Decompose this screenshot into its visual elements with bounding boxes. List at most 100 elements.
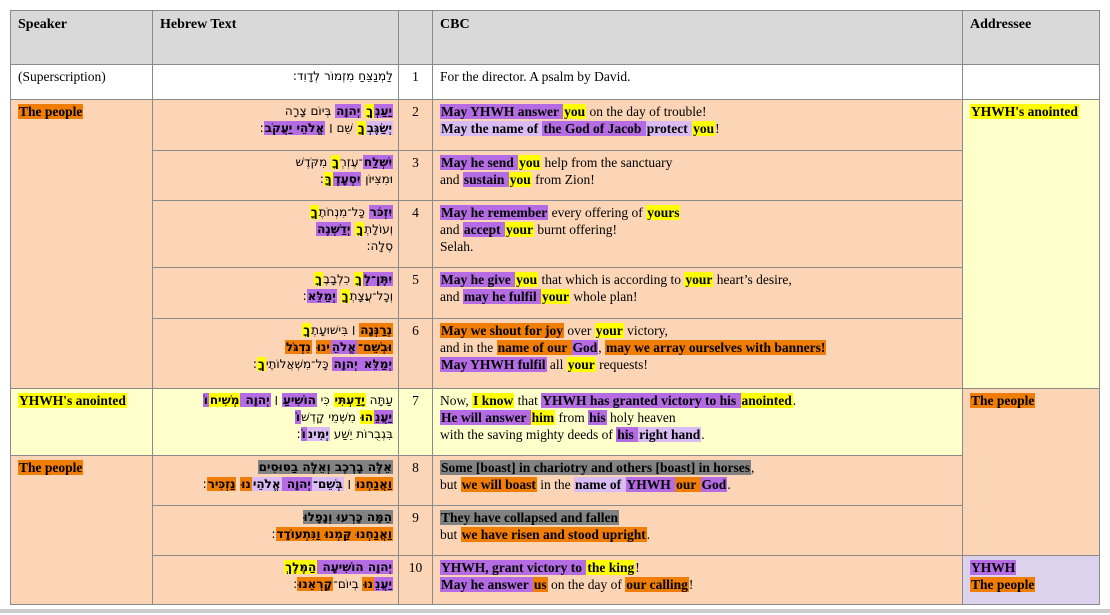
highlight-yellow-segment: you [518,155,542,170]
highlight-purple-segment: יְהוָה [335,104,362,118]
text-segment: over [564,323,595,338]
text-segment: עַתָּה [365,393,393,407]
text-line: 3 [401,154,430,171]
text-line: 7 [401,392,430,409]
text-line: יַעֲנֵהוּ מִשְּׁמֵי קָדְשׁוֹ [157,409,393,426]
highlight-purple-segment: He will answer [440,410,531,425]
text-segment: לַמְנַצֵּחַ מִזְמוֹר לְדָוִד: [292,69,393,83]
text-segment: ! [635,560,640,575]
text-line: 10 [401,559,430,576]
text-segment: כָּל־מִשְׁאֲלוֹתֶי [265,357,333,371]
highlight-purple-segment: his [616,427,639,442]
text-segment: בִּגְבֻרוֹת יֵשַׁע [329,427,393,441]
text-line: For the director. A psalm by David. [440,68,955,85]
text-segment: : [296,427,301,441]
highlight-yellow-segment: the king [586,560,636,575]
table-row-verse-3: יִשְׁלַח־עֶזְרְךָ מִקֹּדֶשׁ וּמִצִּיּוֹן … [11,150,1100,201]
table-row-verse-8: The people אֵלֶּה בָרֶכֶב וְאֵלֶּה בַסּוּ… [10,455,1100,605]
text-segment: 10 [408,560,423,575]
highlight-yellow-segment: הוּ [359,410,375,424]
text-segment: וְעוֹלָתְ [364,222,393,236]
text-segment: and in the [440,340,497,355]
cell-addressee-v10: YHWH The people [962,555,1100,605]
highlight-purple-segment: יְהוָה [240,393,271,407]
text-segment: : [293,577,298,591]
text-line: May he answer us on the day of our calli… [440,576,955,593]
table-row-verse-1: (Superscription) לַמְנַצֵּחַ מִזְמוֹר לְד… [10,64,1100,100]
highlight-purple-segment: אֱלֹהֵ [330,340,358,354]
cell-addressee-v7: The people [962,388,1100,556]
highlight-yellow-segment: הַמֶּלֶךְ [284,560,318,574]
text-segment: ! [688,577,694,592]
highlight-yellow-segment: him [530,410,556,425]
highlight-purple-segment: the God of Jacob [542,121,646,136]
text-segment: : [271,527,276,541]
highlight-purple-segment: יִזְכֹּר [368,205,393,219]
text-line: וְכָל־עֲצָתְךָ יְמַלֵּא: [157,288,393,305]
text-segment: 8 [412,460,419,475]
highlight-orange-segment: וַאֲנַחְנוּ קַּמְנוּ וַנִּתְעוֹדָד [275,527,393,541]
cell-hebrew-v7: עַתָּה יָדַעְתִּי כִּי הוֹשִׁיעַ ׀ יְהוָ… [152,388,399,456]
highlight-purple-segment: אֱלֹהֵי יַעֲקֹב [263,121,326,135]
text-line: May YHWH fulfil all your requests! [440,356,955,373]
cell-verse-v7: 7 [398,388,433,456]
highlight-lavender-segment: May the name of [440,121,543,136]
text-line: וּמִצִּיּוֹן יִסְעָדֶךָּ: [157,171,393,188]
highlight-yellow-segment: your [594,323,624,338]
highlight-purple-segment: יַעַנְ [374,104,393,118]
highlight-yellow-segment: ךָ [302,323,312,337]
highlight-purple-segment: וֹ [294,410,301,424]
cell-hebrew-v4: יִזְכֹּר כָּל־מִנְחֹתֶךָ וְעוֹלָתְךָ יְדַ… [152,200,399,268]
highlight-gray-segment: They have collapsed and fallen [440,510,620,525]
highlight-purple-segment: וֹ [202,393,209,407]
text-segment: For the director. A psalm by David. [440,69,631,84]
text-segment: כָּל־מִנְחֹתֶ [318,205,369,219]
highlight-purple-segment: May YHWH answer [440,104,564,119]
cell-hebrew-v10: יְהוָה הוֹשִׁיעָה הַמֶּלֶךְ יַעֲנֵנוּ בְי… [152,555,399,605]
highlight-purple-segment: YHWH [625,477,676,492]
text-segment: 9 [412,510,419,525]
text-segment: , [751,460,755,475]
text-line: עַתָּה יָדַעְתִּי כִּי הוֹשִׁיעַ ׀ יְהוָ… [157,392,393,409]
highlight-yellow-segment: your [541,289,570,304]
text-line: יִשְׁלַח־עֶזְרְךָ מִקֹּדֶשׁ [157,154,393,171]
highlight-orange-segment: ינוּ [315,340,331,354]
highlight-yellow-segment: ךָ [340,289,350,303]
highlight-purple-segment: הוֹשִׁיעַ [281,393,317,407]
text-line: May YHWH answer you on the day of troubl… [440,103,955,120]
text-line: May the name of the God of Jacob protect… [440,120,955,137]
text-line: Selah. [440,238,955,255]
text-segment: מִקֹּדֶשׁ [295,155,332,169]
cell-cbc-v10: YHWH, grant victory to the king! May he a… [432,555,963,605]
cell-verse-v6: 6 [398,318,433,389]
text-segment: Selah. [440,239,474,254]
highlight-yellow-segment: ךָ [331,155,340,169]
text-line: יְהוָה הוֹשִׁיעָה הַמֶּלֶךְ [157,559,393,576]
highlight-purple-segment: YHWH has granted victory to his [541,393,741,408]
highlight-orange-segment: קָרְאֵנוּ [297,577,334,591]
cell-cbc-v9: They have collapsed and fallen but we hav… [432,505,963,556]
cell-hebrew-v2: יַעַנְךָ יְהוָה בְּיוֹם צָרָה יְשַׂגֶּבְך… [152,99,399,151]
highlight-purple-segment: may he fulfil [462,289,541,304]
text-line: סֶלָה: [157,238,394,255]
highlight-orange-segment: our calling [625,577,689,592]
text-line: and sustain you from Zion! [440,171,955,188]
cell-speaker-v7: YHWH's anointed [10,388,153,456]
text-line: May he remember every offering of yours [440,204,955,221]
text-segment: Now, [440,393,473,408]
highlight-orange-segment: our [675,477,701,492]
discourse-analysis-table: Speaker Hebrew Text CBC Addressee (Super… [10,10,1100,605]
text-segment: ׀ בִּישׁוּעָתֶ [311,323,360,337]
highlight-purple-segment: יְהוָה הוֹשִׁיעָה [317,560,393,574]
text-line: May he give you that which is according … [440,271,955,288]
text-segment: : [252,357,257,371]
text-line: May he send you help from the sanctuary [440,154,955,171]
text-line: He will answer him from his holy heaven [440,409,955,426]
text-segment: שֵׁם ׀ [325,121,357,135]
text-segment: and [440,172,463,187]
highlight-orange-segment: The people [970,393,1036,408]
highlight-purple-segment: May he remember [440,205,549,220]
highlight-yellow-segment: your [566,357,596,372]
highlight-orange-segment: וּבְשֵׁם־ [357,340,393,354]
